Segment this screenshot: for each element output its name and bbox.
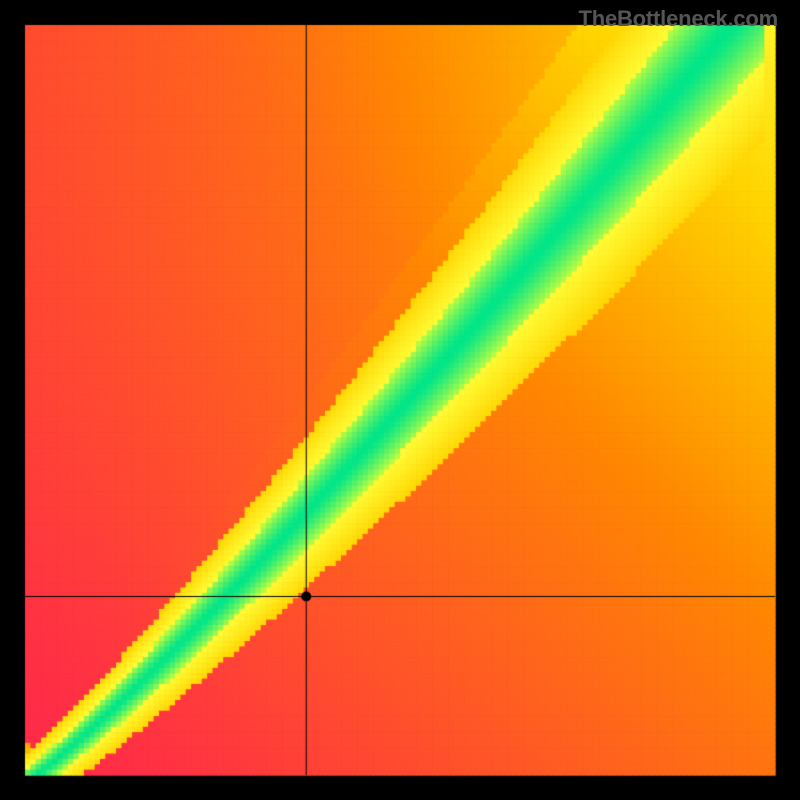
chart-container: TheBottleneck.com bbox=[0, 0, 800, 800]
heatmap-canvas bbox=[0, 0, 800, 800]
watermark-label: TheBottleneck.com bbox=[578, 6, 778, 32]
